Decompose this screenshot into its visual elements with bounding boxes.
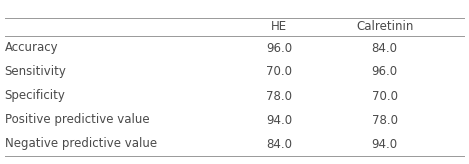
Text: 70.0: 70.0 xyxy=(371,90,398,102)
Text: 78.0: 78.0 xyxy=(266,90,292,102)
Text: 78.0: 78.0 xyxy=(371,113,398,126)
Text: Positive predictive value: Positive predictive value xyxy=(5,113,149,126)
Text: Sensitivity: Sensitivity xyxy=(5,65,67,79)
Text: Calretinin: Calretinin xyxy=(356,20,413,33)
Text: 94.0: 94.0 xyxy=(371,137,398,151)
Text: 70.0: 70.0 xyxy=(266,65,292,79)
Text: 96.0: 96.0 xyxy=(266,41,292,54)
Text: 84.0: 84.0 xyxy=(371,41,398,54)
Text: 96.0: 96.0 xyxy=(371,65,398,79)
Text: Negative predictive value: Negative predictive value xyxy=(5,137,157,151)
Text: HE: HE xyxy=(271,20,287,33)
Text: Specificity: Specificity xyxy=(5,90,66,102)
Text: 94.0: 94.0 xyxy=(266,113,292,126)
Text: 84.0: 84.0 xyxy=(266,137,292,151)
Text: Accuracy: Accuracy xyxy=(5,41,58,54)
